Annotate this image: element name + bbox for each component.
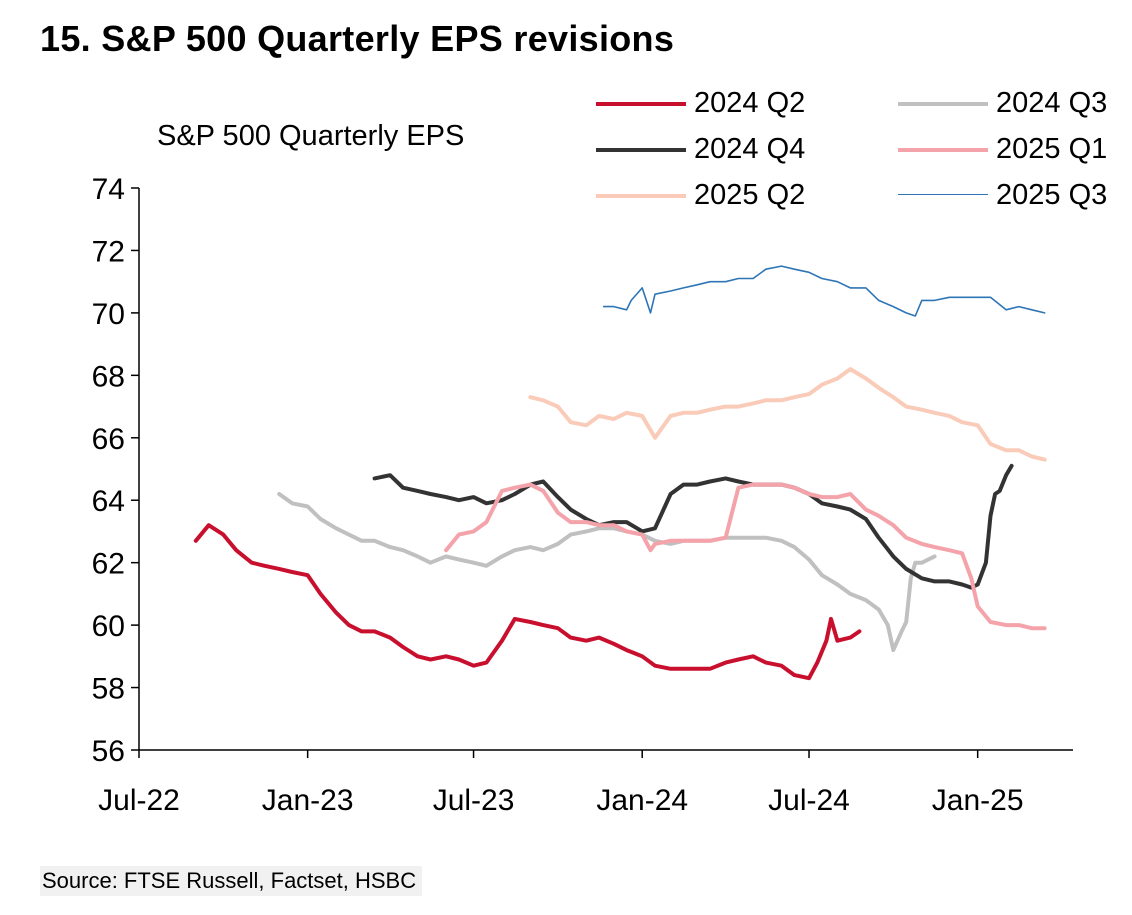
legend-swatch-2024-q2 — [596, 102, 686, 106]
y-tick-label: 56 — [92, 735, 125, 768]
legend-item-2024-q3: 2024 Q3 — [898, 83, 1132, 127]
legend-label-2024-q2: 2024 Q2 — [694, 87, 806, 119]
legend-label-2024-q4: 2024 Q4 — [694, 133, 806, 165]
chart-title: 15. S&P 500 Quarterly EPS revisions — [40, 18, 675, 59]
legend-swatch-2025-q2 — [596, 194, 686, 198]
y-tick-label: 70 — [92, 298, 125, 331]
chart-legend: 2024 Q2 2024 Q3 2024 Q4 2025 Q1 2025 Q2 … — [0, 0, 1132, 220]
legend-label-2024-q3: 2024 Q3 — [996, 87, 1108, 119]
x-tick-label: Jan-23 — [262, 784, 354, 817]
series-line-2025-q2 — [528, 367, 1047, 462]
legend-item-2024-q2: 2024 Q2 — [596, 83, 1116, 127]
legend-item-2025-q2: 2025 Q2 — [596, 175, 1116, 219]
y-tick-label: 74 — [92, 173, 125, 206]
x-tick-label: Jan-24 — [596, 784, 688, 817]
series-line-2024-q2 — [193, 523, 862, 681]
series-line-2025-q1 — [444, 482, 1047, 631]
legend-item-2024-q4: 2024 Q4 — [596, 129, 1116, 173]
legend-swatch-2025-q3 — [898, 194, 988, 195]
legend-label-2025-q3: 2025 Q3 — [996, 179, 1108, 211]
series-line-2025-q3 — [602, 265, 1046, 317]
legend-swatch-2025-q1 — [898, 148, 988, 152]
legend-swatch-2024-q3 — [898, 102, 988, 106]
source-note: Source: FTSE Russell, Factset, HSBC — [40, 866, 423, 896]
y-tick-label: 72 — [92, 235, 125, 268]
legend-item-2025-q1: 2025 Q1 — [898, 129, 1132, 173]
y-tick-label: 60 — [92, 610, 125, 643]
y-tick-label: 66 — [92, 423, 125, 456]
series-line-2024-q3 — [277, 492, 937, 653]
x-tick-label: Jul-24 — [768, 784, 850, 817]
legend-item-2025-q3: 2025 Q3 — [898, 175, 1132, 219]
y-tick-label: 68 — [92, 360, 125, 393]
legend-label-2025-q2: 2025 Q2 — [694, 179, 806, 211]
y-tick-label: 62 — [92, 548, 125, 581]
legend-label-2025-q1: 2025 Q1 — [996, 133, 1108, 165]
chart-subtitle: S&P 500 Quarterly EPS — [157, 120, 465, 152]
y-tick-label: 58 — [92, 673, 125, 706]
x-tick-label: Jul-22 — [98, 784, 180, 817]
y-tick-label: 64 — [92, 485, 125, 518]
series-line-2024-q4 — [372, 463, 1014, 590]
x-tick-label: Jul-23 — [433, 784, 515, 817]
legend-swatch-2024-q4 — [596, 148, 686, 152]
x-tick-label: Jan-25 — [932, 784, 1024, 817]
